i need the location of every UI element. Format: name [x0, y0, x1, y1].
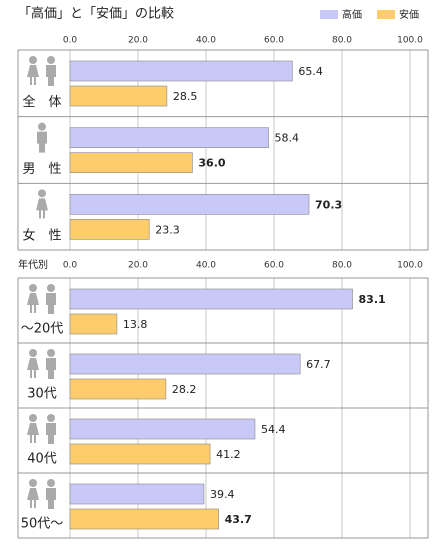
x-tick-label: 60.0 — [264, 261, 284, 271]
person-icon — [29, 284, 37, 292]
person-icon — [47, 349, 55, 357]
category-label: ～20代 — [21, 322, 64, 337]
bar — [69, 353, 301, 375]
bar — [69, 443, 211, 465]
legend-swatch — [320, 10, 338, 19]
category-label: 全 体 — [22, 94, 61, 110]
bar — [69, 378, 167, 400]
bar — [69, 418, 256, 440]
person-icon — [29, 414, 37, 422]
x-tick-label: 40.0 — [196, 36, 216, 46]
value-label: 67.7 — [306, 358, 331, 371]
value-label: 39.4 — [210, 488, 235, 501]
legend-label: 安価 — [399, 8, 419, 21]
person-icon — [37, 131, 47, 153]
person-icon — [38, 189, 46, 198]
person-icon — [27, 423, 39, 443]
person-icon — [46, 358, 56, 379]
bar — [69, 60, 293, 82]
x-tick-label: 60.0 — [264, 36, 284, 46]
category-label: 女 性 — [22, 228, 61, 244]
x-tick-label: 80.0 — [332, 261, 352, 271]
value-label: 41.2 — [216, 448, 241, 461]
person-icon — [27, 293, 39, 313]
value-label: 28.2 — [172, 383, 197, 396]
value-label: 13.8 — [123, 318, 148, 331]
category-label: 50代～ — [21, 517, 64, 532]
value-label: 65.4 — [298, 65, 323, 78]
value-label: 36.0 — [198, 157, 225, 170]
legend-swatch — [377, 10, 395, 19]
value-label: 58.4 — [275, 132, 300, 145]
chart-title: 「高価」と「安価」の比較 — [18, 6, 174, 22]
category-label: 男 性 — [22, 162, 61, 177]
x-tick-label: 100.0 — [397, 261, 423, 271]
x-tick-label: 40.0 — [196, 261, 216, 271]
bar — [69, 508, 219, 530]
bar — [69, 127, 269, 148]
person-icon — [27, 488, 39, 508]
category-label: 40代 — [27, 452, 57, 467]
x-tick-label: 20.0 — [128, 261, 148, 271]
x-tick-label: 80.0 — [332, 36, 352, 46]
person-icon — [29, 56, 37, 64]
value-label: 70.3 — [315, 198, 342, 211]
category-label: 30代 — [27, 387, 57, 402]
person-icon — [46, 488, 56, 509]
person-icon — [29, 479, 37, 487]
person-icon — [29, 349, 37, 357]
value-label: 23.3 — [155, 223, 180, 236]
legend-label: 高価 — [342, 8, 362, 21]
x-tick-label: 100.0 — [397, 36, 423, 46]
person-icon — [27, 65, 39, 85]
person-icon — [47, 479, 55, 487]
bar — [69, 483, 205, 505]
person-icon — [36, 198, 48, 219]
panel-title: 年代別 — [18, 258, 48, 271]
value-label: 54.4 — [261, 423, 286, 436]
bar — [69, 85, 168, 107]
value-label: 28.5 — [173, 90, 198, 103]
x-tick-label: 0.0 — [63, 261, 78, 271]
person-icon — [27, 358, 39, 378]
person-icon — [47, 414, 55, 422]
x-tick-label: 20.0 — [128, 36, 148, 46]
value-label: 43.7 — [225, 513, 252, 526]
person-icon — [46, 293, 56, 314]
x-tick-label: 0.0 — [63, 36, 78, 46]
person-icon — [46, 65, 56, 86]
person-icon — [47, 56, 55, 64]
bar — [69, 313, 118, 335]
bar — [69, 194, 310, 215]
bar — [69, 152, 193, 173]
bar — [69, 219, 150, 240]
person-icon — [38, 122, 46, 131]
person-icon — [47, 284, 55, 292]
bar — [69, 288, 353, 310]
value-label: 83.1 — [359, 293, 386, 306]
person-icon — [46, 423, 56, 444]
panel-frame — [17, 49, 429, 251]
